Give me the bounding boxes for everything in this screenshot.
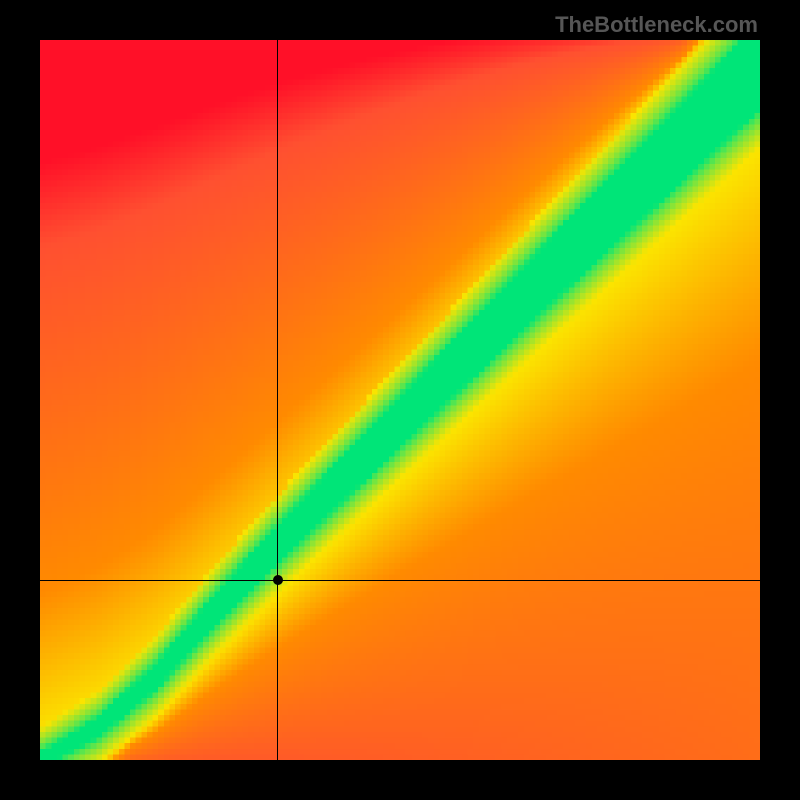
crosshair-marker: [273, 575, 283, 585]
watermark-text: TheBottleneck.com: [555, 12, 758, 38]
crosshair-vertical: [277, 40, 278, 760]
heatmap-canvas: [40, 40, 760, 760]
chart-container: TheBottleneck.com: [0, 0, 800, 800]
crosshair-horizontal: [40, 580, 760, 581]
